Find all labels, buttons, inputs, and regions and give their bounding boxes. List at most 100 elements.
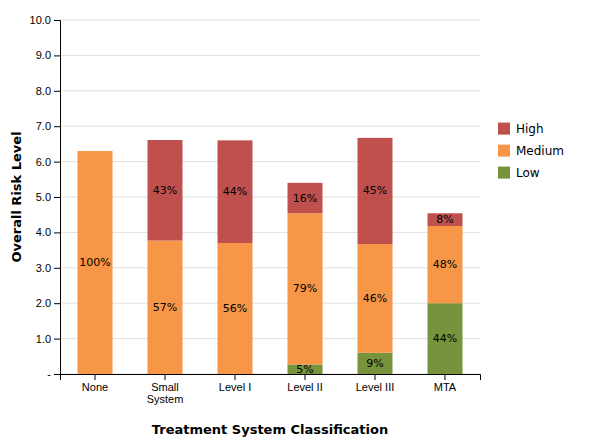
- y-tick-label: 10.0: [30, 14, 51, 26]
- grid-line: [60, 20, 480, 21]
- y-tick-mark: [54, 20, 60, 21]
- y-axis-title: Overall Risk Level: [9, 131, 24, 262]
- data-label: 44%: [223, 185, 247, 198]
- x-tick-label: MTA: [434, 381, 457, 393]
- grid-line: [60, 161, 480, 162]
- data-label: 5%: [296, 363, 313, 376]
- bar-segment: [218, 140, 253, 243]
- bar-segment: [428, 303, 463, 374]
- bar-segment: [78, 150, 113, 151]
- legend-swatch: [498, 123, 510, 135]
- data-label: 44%: [433, 332, 457, 345]
- y-tick-mark: [54, 91, 60, 92]
- grid-line: [60, 303, 480, 304]
- data-label: 100%: [79, 256, 110, 269]
- y-tick: 4.0: [36, 226, 60, 238]
- y-tick-label: 5.0: [36, 191, 51, 203]
- y-tick-mark: [54, 55, 60, 56]
- data-label: 9%: [366, 357, 383, 370]
- grid-line: [60, 338, 480, 339]
- x-tick-mark: [235, 374, 236, 380]
- x-tick-label-line: Small: [151, 381, 179, 393]
- bar-segment: [78, 151, 113, 374]
- grid-line: [60, 267, 480, 268]
- legend: High Medium Low: [498, 122, 564, 180]
- x-tick: Level II: [287, 374, 322, 393]
- legend-item: High: [498, 122, 544, 136]
- axis-line: [54, 21, 61, 375]
- chart: 5%9%44%100%57%56%79%46%48%43%44%16%45%8%…: [0, 0, 590, 446]
- series-bars: [148, 138, 463, 244]
- data-label: 43%: [153, 184, 177, 197]
- x-tick-label-line: Level II: [287, 381, 322, 393]
- grid-line: [60, 197, 480, 198]
- data-label: 79%: [293, 282, 317, 295]
- y-tick-label: 9.0: [36, 49, 51, 61]
- x-tick-label-line: None: [82, 381, 108, 393]
- y-tick-mark: [54, 339, 60, 340]
- y-tick-label: 2.0: [36, 297, 51, 309]
- y-tick: 2.0: [36, 297, 60, 309]
- x-tick-mark: [95, 374, 96, 380]
- x-tick-label: None: [82, 381, 108, 393]
- y-tick-mark: [54, 268, 60, 269]
- legend-label: Medium: [516, 144, 564, 158]
- y-tick-mark: [54, 374, 60, 375]
- y-tick-mark: [54, 303, 60, 304]
- bar-segment: [148, 140, 183, 241]
- x-tick-label-line: System: [147, 393, 184, 405]
- bar-segment: [288, 183, 323, 213]
- y-tick: 1.0: [36, 333, 60, 345]
- data-label: 56%: [223, 302, 247, 315]
- bar-segment: [148, 241, 183, 374]
- x-tick: Level I: [219, 374, 251, 393]
- bar-segment: [358, 353, 393, 374]
- grid-line: [60, 126, 480, 127]
- y-axis: - 1.0 2.0 3.0 4.0 5.0 6.0 7.0 8.0 9.0 10.0: [30, 14, 61, 380]
- x-tick-label-line: MTA: [434, 381, 457, 393]
- x-tick: None: [82, 374, 108, 393]
- grid: [60, 20, 480, 374]
- legend-swatch: [498, 145, 510, 157]
- x-tick-label: SmallSystem: [147, 381, 184, 406]
- x-tick-label-line: Level III: [356, 381, 395, 393]
- y-tick: 3.0: [36, 262, 60, 274]
- x-tick-mark: [165, 374, 166, 380]
- y-tick: 8.0: [36, 85, 60, 97]
- y-tick-label: 1.0: [36, 333, 51, 345]
- data-label: 46%: [363, 292, 387, 305]
- x-tick: MTA: [434, 374, 457, 393]
- legend-label: Low: [516, 166, 540, 180]
- y-tick-label: 4.0: [36, 226, 51, 238]
- y-tick: 5.0: [36, 191, 60, 203]
- x-axis: None SmallSystem Level I Level II Level III M…: [61, 374, 481, 405]
- y-tick-label: 8.0: [36, 85, 51, 97]
- y-tick-label: 3.0: [36, 262, 51, 274]
- y-tick-label: -: [47, 368, 51, 380]
- x-tick: Level III: [356, 374, 395, 393]
- y-tick: -: [47, 368, 60, 380]
- x-tick-mark: [375, 374, 376, 380]
- y-tick-mark: [54, 197, 60, 198]
- grid-line: [60, 232, 480, 233]
- data-label: 16%: [293, 192, 317, 205]
- bar-segment: [428, 213, 463, 226]
- legend-item: Low: [498, 166, 540, 180]
- y-tick-label: 7.0: [36, 120, 51, 132]
- bar-segment: [288, 213, 323, 364]
- y-tick-mark: [54, 126, 60, 127]
- y-tick: 7.0: [36, 120, 60, 132]
- bars: [78, 138, 463, 374]
- data-label: 48%: [433, 258, 457, 271]
- bar-segment: [428, 226, 463, 303]
- x-tick-label: Level III: [356, 381, 395, 393]
- bar-segment: [358, 244, 393, 353]
- bar-segment: [358, 138, 393, 244]
- y-tick-mark: [54, 232, 60, 233]
- legend-swatch: [498, 167, 510, 179]
- legend-item: Medium: [498, 144, 564, 158]
- grid-line: [60, 90, 480, 91]
- data-label: 8%: [436, 213, 453, 226]
- data-label: 45%: [363, 184, 387, 197]
- y-tick: 6.0: [36, 156, 60, 168]
